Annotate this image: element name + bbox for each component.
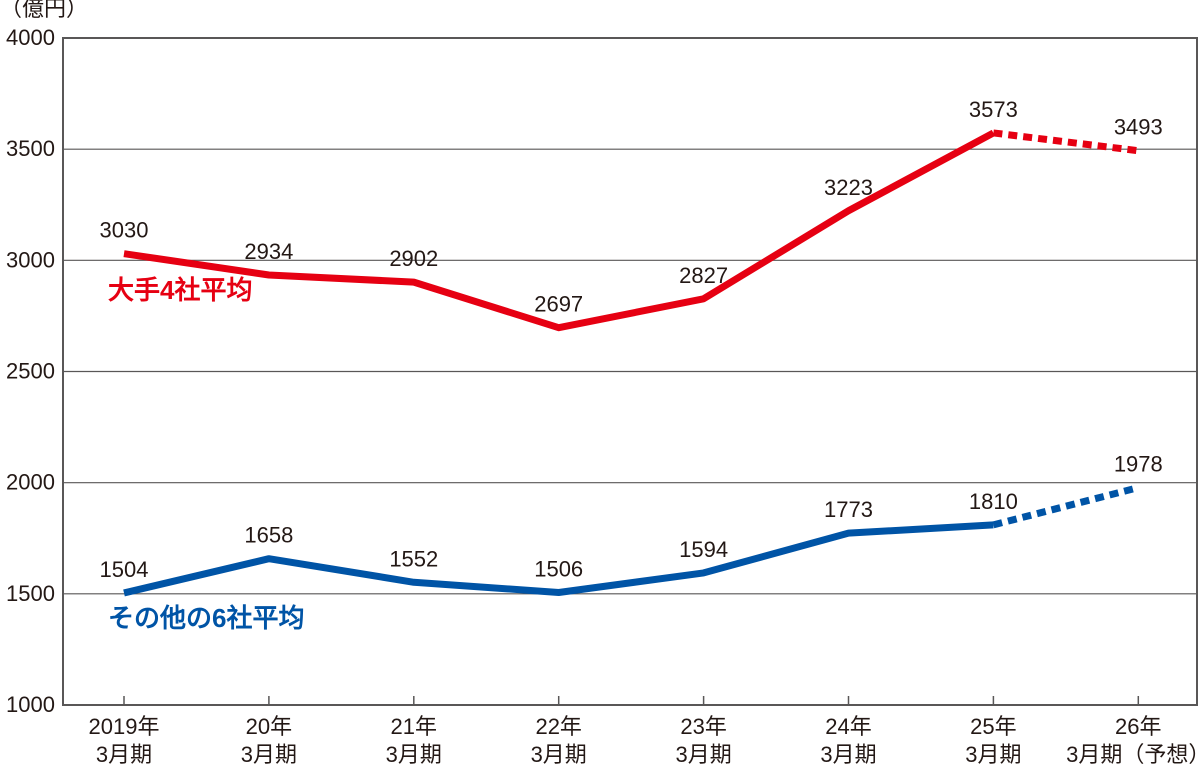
x-tick-label: 21年 (391, 714, 437, 739)
data-label: 1552 (389, 546, 438, 571)
x-tick-label: 3月期 (820, 742, 876, 767)
data-label: 1504 (100, 557, 149, 582)
data-label: 1658 (244, 523, 293, 548)
x-tick-label: 3月期 (675, 742, 731, 767)
data-label: 1978 (1114, 452, 1163, 477)
data-label: 2697 (534, 292, 583, 317)
x-tick-label: 26年 (1115, 714, 1161, 739)
y-tick-label: 1500 (6, 581, 55, 606)
data-label: 2934 (244, 239, 293, 264)
x-tick-label: 2019年 (89, 714, 160, 739)
x-tick-label: 23年 (680, 714, 726, 739)
series-name-label: その他の6社平均 (108, 603, 304, 633)
x-tick-label: 3月期（予想） (1066, 742, 1200, 767)
plot-frame (62, 37, 1198, 706)
data-label: 1810 (969, 489, 1018, 514)
data-label: 3573 (969, 97, 1018, 122)
data-label: 3223 (824, 175, 873, 200)
series-forecast-line (992, 484, 1140, 529)
x-tick-label: 3月期 (96, 742, 152, 767)
data-label: 1506 (534, 556, 583, 581)
data-label: 3493 (1114, 115, 1163, 140)
y-tick-label: 1000 (6, 692, 55, 717)
x-tick-label: 25年 (970, 714, 1016, 739)
series-forecast-line (992, 129, 1139, 155)
data-label: 1594 (679, 537, 728, 562)
x-tick-label: 3月期 (386, 742, 442, 767)
y-tick-label: 3000 (6, 247, 55, 272)
y-tick-label: 4000 (6, 25, 55, 50)
x-tick-label: 22年 (535, 714, 581, 739)
x-tick-label: 3月期 (965, 742, 1021, 767)
x-tick-label: 3月期 (241, 742, 297, 767)
data-label: 2827 (679, 263, 728, 288)
x-tick-label: 24年 (825, 714, 871, 739)
y-axis-label: （億円） (0, 0, 88, 21)
x-tick-label: 20年 (246, 714, 292, 739)
data-label: 2902 (389, 246, 438, 271)
y-tick-label: 2000 (6, 470, 55, 495)
series-name-label: 大手4社平均 (108, 275, 252, 305)
data-label: 1773 (824, 497, 873, 522)
y-tick-label: 2500 (6, 359, 55, 384)
series-line (123, 521, 994, 597)
x-tick-label: 3月期 (531, 742, 587, 767)
y-tick-label: 3500 (6, 136, 55, 161)
data-label: 3030 (100, 218, 149, 243)
series-line (123, 129, 996, 332)
